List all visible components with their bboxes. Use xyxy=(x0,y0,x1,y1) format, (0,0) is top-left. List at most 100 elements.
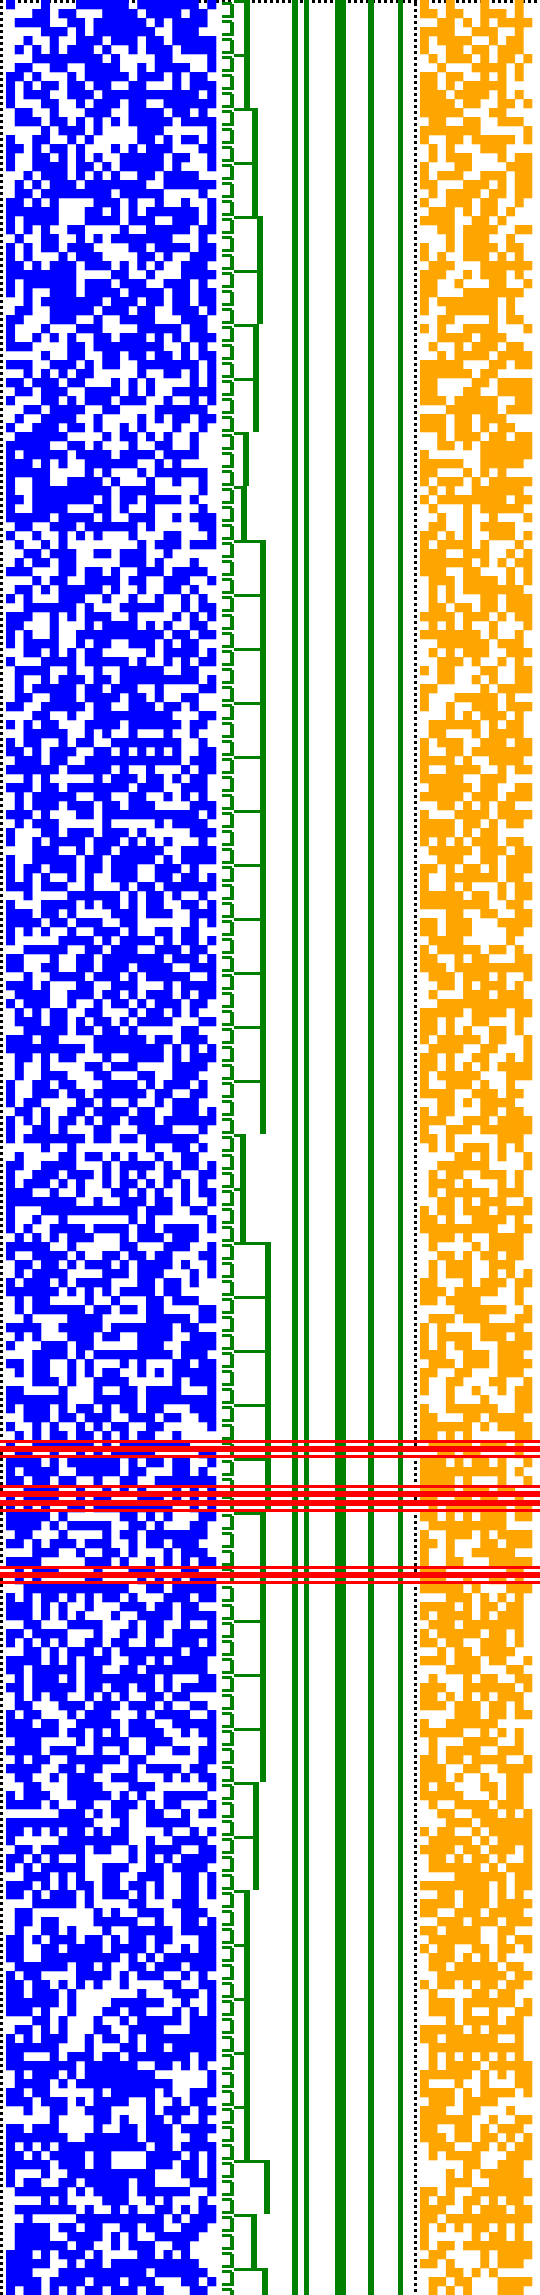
state-cell xyxy=(14,2007,24,2017)
state-cell xyxy=(119,315,129,325)
state-cell xyxy=(189,27,199,37)
state-cell xyxy=(41,378,51,388)
state-cell xyxy=(93,297,103,307)
state-cell xyxy=(198,981,208,991)
border-dot xyxy=(414,339,417,342)
state-cell xyxy=(6,720,16,730)
state-cell xyxy=(93,1107,103,1117)
state-cell xyxy=(198,2106,208,2116)
state-cell xyxy=(128,2232,138,2242)
state-cell xyxy=(111,1935,121,1945)
state-cell xyxy=(146,2187,156,2197)
state-cell xyxy=(23,1557,33,1567)
border-dot xyxy=(0,834,3,837)
border-dot xyxy=(414,501,417,504)
state-cell xyxy=(189,405,199,415)
step-branch-line xyxy=(240,1134,246,1188)
state-cell xyxy=(84,963,94,973)
state-cell xyxy=(128,1206,138,1216)
state-cell xyxy=(6,1503,16,1513)
state-cell xyxy=(41,1611,51,1621)
state-cell xyxy=(49,2277,59,2287)
state-cell xyxy=(207,1944,217,1954)
step-connector xyxy=(234,2160,264,2163)
branch-bracket xyxy=(222,627,232,630)
state-cell xyxy=(207,1260,217,1270)
border-dot xyxy=(414,1353,417,1356)
border-dot xyxy=(0,480,3,483)
state-cell xyxy=(32,666,42,676)
state-cell xyxy=(137,1719,147,1729)
border-dot xyxy=(414,2127,417,2130)
state-cell xyxy=(172,1980,182,1990)
state-cell xyxy=(207,1359,217,1369)
state-cell xyxy=(111,1638,121,1648)
state-cell xyxy=(163,1134,173,1144)
state-cell xyxy=(198,801,208,811)
state-cell xyxy=(198,990,208,1000)
state-cell xyxy=(102,513,112,523)
state-cell xyxy=(128,1062,138,1072)
state-cell xyxy=(58,2034,68,2044)
state-cell xyxy=(189,1764,199,1774)
state-cell xyxy=(154,261,164,271)
state-cell xyxy=(14,666,24,676)
branch-bracket xyxy=(222,1442,232,1445)
branch-bracket xyxy=(222,411,232,414)
state-cell xyxy=(6,1206,16,1216)
state-cell xyxy=(111,711,121,721)
state-cell xyxy=(14,513,24,523)
state-cell xyxy=(154,1332,164,1342)
branch-bracket xyxy=(222,686,232,689)
state-cell xyxy=(58,2277,68,2287)
state-cell xyxy=(23,1278,33,1288)
state-cell xyxy=(172,2151,182,2161)
state-cell xyxy=(102,2070,112,2080)
state-cell xyxy=(102,351,112,361)
state-cell xyxy=(189,819,199,829)
state-cell xyxy=(207,531,217,541)
state-cell xyxy=(111,738,121,748)
state-cell xyxy=(189,567,199,577)
branch-bracket xyxy=(230,238,234,252)
state-cell xyxy=(14,1818,24,1828)
state-cell xyxy=(49,2061,59,2071)
branch-bracket xyxy=(222,92,232,95)
border-dot xyxy=(414,1101,417,1104)
border-dot xyxy=(414,1929,417,1932)
state-cell xyxy=(93,342,103,352)
state-cell xyxy=(198,2043,208,2053)
border-dot xyxy=(414,1731,417,1734)
state-cell xyxy=(102,2034,112,2044)
state-cell xyxy=(189,1791,199,1801)
state-cell xyxy=(181,1035,191,1045)
state-cell xyxy=(119,1035,129,1045)
state-cell xyxy=(146,1872,156,1882)
state-cell xyxy=(67,666,77,676)
state-cell xyxy=(32,1125,42,1135)
state-cell xyxy=(181,18,191,28)
state-cell xyxy=(181,1557,191,1567)
border-dot xyxy=(414,1005,417,1008)
state-cell xyxy=(23,666,33,676)
state-cell xyxy=(146,387,156,397)
state-cell xyxy=(41,414,51,424)
state-cell xyxy=(172,1836,182,1846)
state-cell xyxy=(137,1197,147,1207)
state-cell xyxy=(32,1305,42,1315)
output-cell xyxy=(480,45,490,55)
border-dot xyxy=(414,843,417,846)
state-cell xyxy=(67,1161,77,1171)
state-cell xyxy=(189,1224,199,1234)
state-cell xyxy=(67,1926,77,1936)
state-cell xyxy=(207,2214,217,2224)
state-cell xyxy=(137,1782,147,1792)
state-cell xyxy=(84,873,94,883)
state-cell xyxy=(49,1224,59,1234)
state-cell xyxy=(154,675,164,685)
state-cell xyxy=(111,1773,121,1783)
state-cell xyxy=(67,1053,77,1063)
state-cell xyxy=(111,1467,121,1477)
state-cell xyxy=(189,369,199,379)
branch-bracket xyxy=(222,357,232,360)
